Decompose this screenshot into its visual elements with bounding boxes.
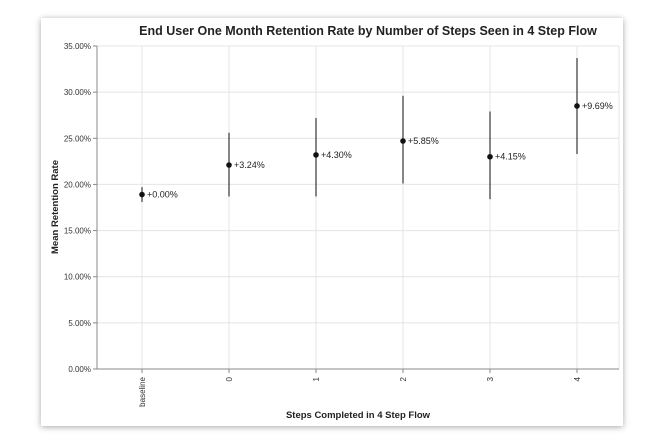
data-label: +4.30% [321, 150, 352, 160]
data-label: +9.69% [582, 101, 613, 111]
x-tick-label: 1 [312, 376, 321, 381]
y-tick-label: 10.00% [64, 273, 91, 282]
x-axis-title: Steps Completed in 4 Step Flow [286, 410, 431, 421]
chart-title: End User One Month Retention Rate by Num… [139, 24, 597, 38]
x-tick-label: baseline [138, 376, 147, 406]
x-tick-label: 4 [573, 376, 582, 381]
data-point [574, 103, 580, 109]
data-point [400, 138, 406, 144]
x-tick-label: 2 [399, 376, 408, 381]
y-tick-label: 25.00% [64, 134, 91, 143]
data-point [226, 162, 232, 168]
data-label: +5.85% [408, 136, 439, 146]
data-label: +3.24% [234, 160, 265, 170]
x-tick-label: 3 [486, 376, 495, 381]
x-tick-label: 0 [225, 376, 234, 381]
data-label: +0.00% [147, 190, 178, 200]
chart-card: End User One Month Retention Rate by Num… [41, 18, 623, 426]
y-tick-label: 30.00% [64, 88, 91, 97]
y-tick-label: 5.00% [68, 319, 91, 328]
y-tick-label: 35.00% [64, 42, 91, 51]
y-tick-label: 20.00% [64, 180, 91, 189]
data-label: +4.15% [495, 152, 526, 162]
y-tick-label: 0.00% [68, 365, 91, 374]
data-point [313, 152, 319, 158]
data-point [139, 191, 145, 198]
y-axis-title: Mean Retention Rate [50, 160, 61, 254]
data-point [487, 153, 493, 160]
y-tick-label: 15.00% [64, 227, 91, 236]
